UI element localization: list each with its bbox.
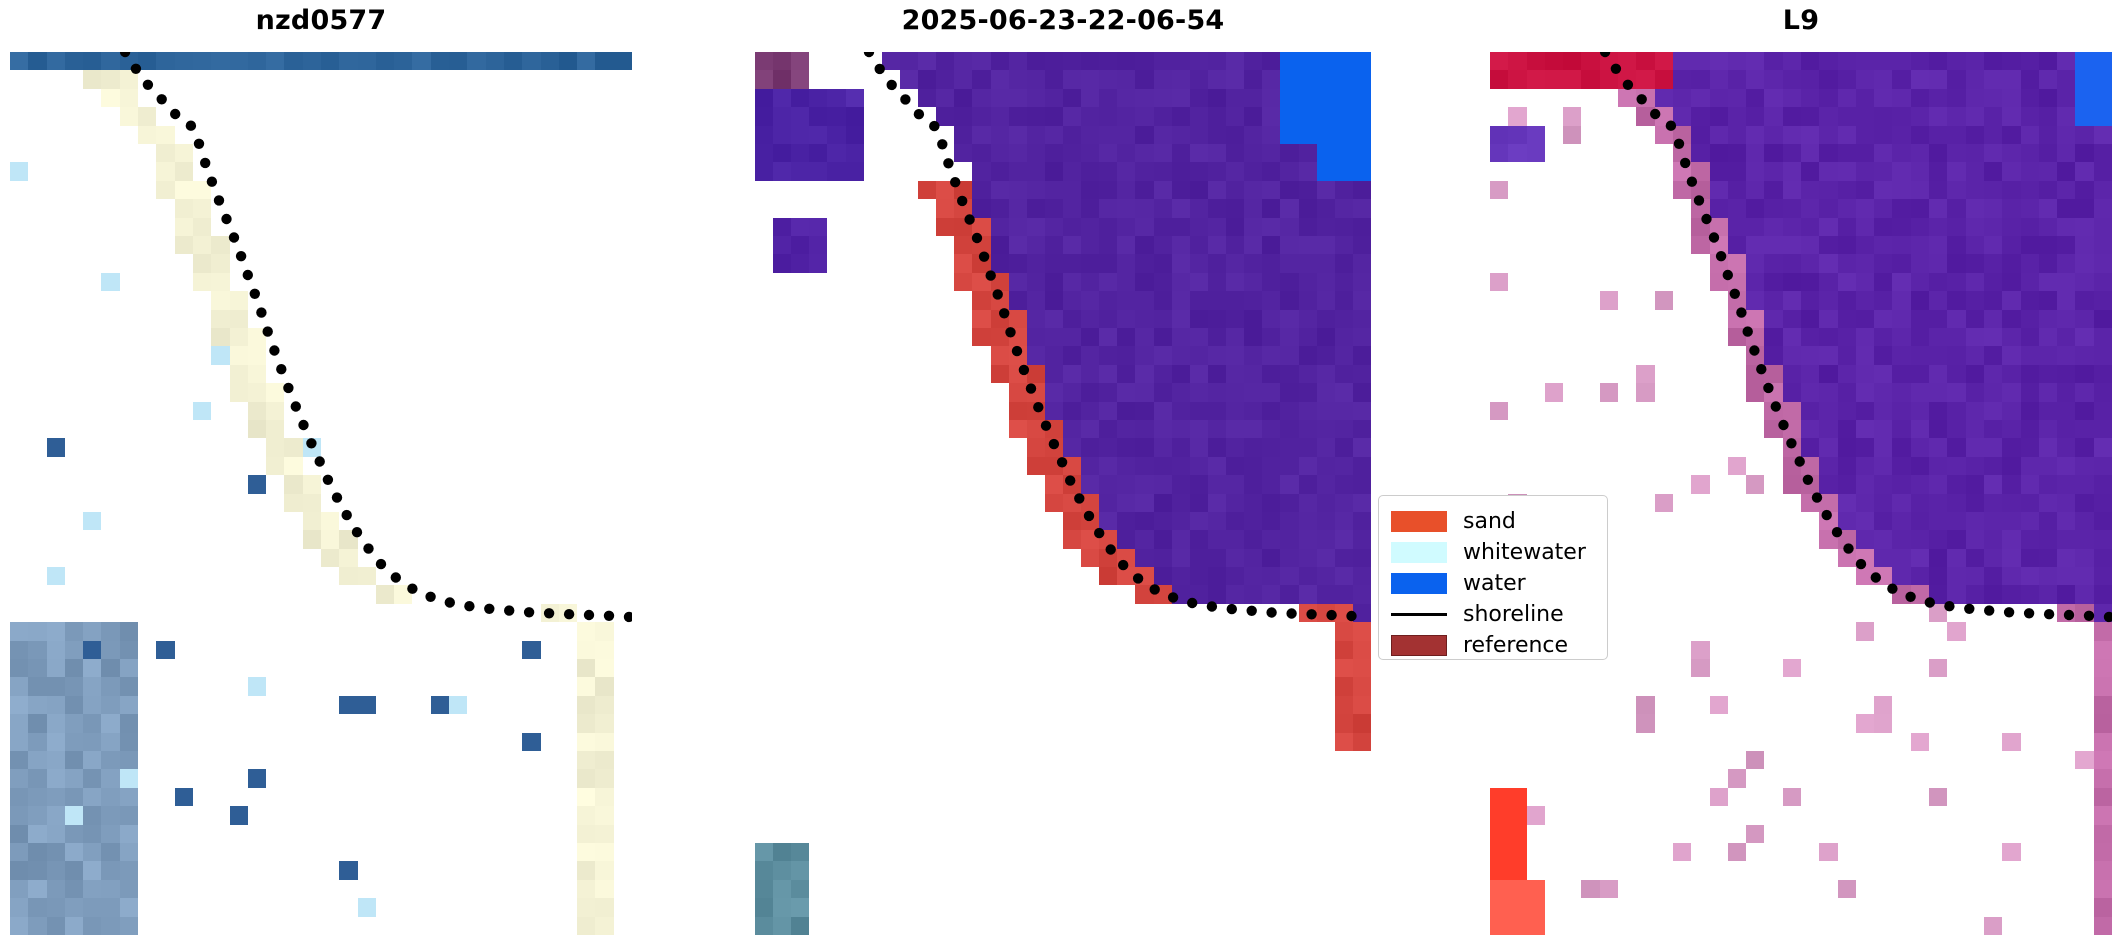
panel-rgb-image[interactable]	[10, 52, 632, 935]
legend-swatch-water	[1391, 573, 1447, 594]
legend-label-whitewater: whitewater	[1463, 540, 1586, 565]
rgb-raster	[10, 52, 632, 935]
legend-swatch-reference	[1391, 635, 1447, 656]
panel-l9: L9	[1490, 0, 2112, 950]
panel-classified: 2025-06-23-22-06-54	[755, 0, 1371, 950]
l9-raster	[1490, 52, 2112, 935]
legend-swatch-sand	[1391, 511, 1447, 532]
panel-classified-image[interactable]	[755, 52, 1371, 935]
legend-label-reference: reference	[1463, 633, 1569, 658]
panel-l9-image[interactable]	[1490, 52, 2112, 935]
legend-label-sand: sand	[1463, 509, 1516, 534]
panel-rgb-title: nzd0577	[255, 5, 387, 36]
legend-swatch-whitewater	[1391, 542, 1447, 563]
legend-item-whitewater: whitewater	[1391, 537, 1597, 568]
legend-label-shoreline: shoreline	[1463, 602, 1564, 627]
panel-l9-title: L9	[1782, 5, 1820, 36]
legend: sand whitewater water shoreline reference	[1378, 495, 1608, 660]
legend-item-reference: reference	[1391, 630, 1597, 659]
panel-rgb: nzd0577	[10, 0, 632, 950]
legend-line-shoreline	[1391, 613, 1447, 616]
legend-item-sand: sand	[1391, 506, 1597, 537]
classified-raster	[755, 52, 1371, 935]
legend-line-marker-shoreline	[1391, 604, 1447, 625]
legend-label-water: water	[1463, 571, 1526, 596]
legend-item-water: water	[1391, 568, 1597, 599]
legend-item-shoreline: shoreline	[1391, 599, 1597, 630]
panel-classified-title: 2025-06-23-22-06-54	[901, 5, 1225, 36]
